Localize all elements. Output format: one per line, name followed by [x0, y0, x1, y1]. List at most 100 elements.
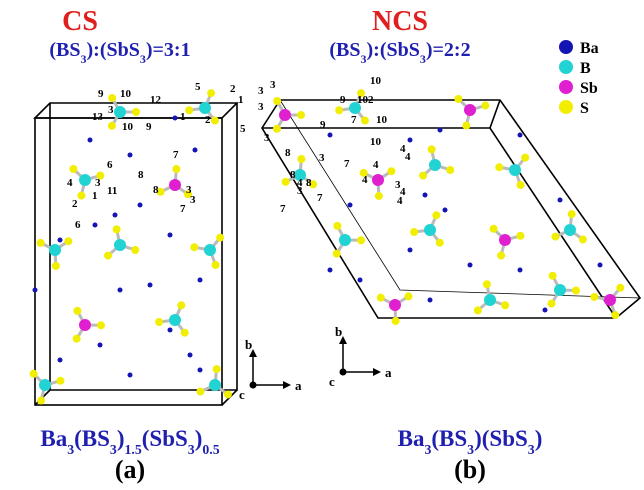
barium-atom: [88, 138, 93, 143]
atom-label: 6: [75, 219, 81, 231]
atom-label: 3: [108, 104, 114, 116]
sulfur-atom: [335, 106, 343, 114]
text-part: ):(SbS: [367, 39, 420, 61]
sulfur-atom: [551, 233, 559, 241]
legend-label: Ba: [580, 40, 599, 57]
sulfur-atom: [333, 222, 341, 230]
sulfur-atom: [377, 294, 385, 302]
arrow-head: [373, 368, 381, 376]
legend-swatch: [559, 40, 573, 54]
sulfur-atom: [30, 370, 38, 378]
sulfur-atom: [547, 300, 555, 308]
sulfur-atom: [392, 317, 400, 325]
atom-label: 3: [258, 85, 264, 97]
atom-label: 7: [280, 203, 286, 215]
sulfur-atom: [483, 280, 491, 288]
sulfur-atom: [37, 397, 45, 405]
boron-atom: [114, 106, 126, 118]
sulfur-atom: [73, 335, 81, 343]
barium-atom: [168, 328, 173, 333]
cell-b-edge: [490, 100, 500, 128]
axis-label: a: [295, 378, 302, 393]
sulfur-atom: [387, 167, 395, 175]
barium-atom: [33, 288, 38, 293]
sulfur-atom: [549, 272, 557, 280]
barium-atom: [173, 116, 178, 121]
sulfur-atom: [211, 117, 219, 125]
boron-atom: [484, 294, 496, 306]
atom-label: 4: [373, 159, 379, 171]
molecule: [419, 145, 454, 179]
sulfur-atom: [357, 236, 365, 244]
sulfur-atom: [495, 163, 503, 171]
sulfur-atom: [474, 306, 482, 314]
antimony-atom: [372, 174, 384, 186]
boron-atom: [114, 239, 126, 251]
atom-label: 7: [173, 149, 179, 161]
barium-atom: [138, 203, 143, 208]
panel-caption: (a): [115, 455, 145, 484]
atom-label: 8: [153, 184, 159, 196]
atom-label: 3: [319, 152, 325, 164]
atom-label: 2: [72, 198, 78, 210]
formula: Ba3(BS3)1.5(SbS3)0.5: [40, 426, 219, 457]
atom-label: 4: [405, 151, 411, 163]
atom-label: 4: [67, 177, 73, 189]
boron-atom: [429, 159, 441, 171]
barium-atom: [468, 263, 473, 268]
axis-label: c: [239, 387, 245, 402]
barium-atom: [148, 283, 153, 288]
sulfur-atom: [213, 365, 221, 373]
text-part: Ba: [40, 426, 67, 451]
sulfur-atom: [361, 117, 369, 125]
text-part: (BS: [329, 39, 360, 61]
atom-label: 2: [205, 114, 211, 126]
legend-swatch: [559, 100, 573, 114]
atom-label: 4: [362, 174, 368, 186]
boron-atom: [554, 284, 566, 296]
barium-atom: [558, 198, 563, 203]
atom-label: 5: [195, 81, 201, 93]
sulfur-atom: [273, 125, 281, 133]
barium-atom: [598, 263, 603, 268]
molecule: [547, 272, 580, 308]
molecule: [104, 225, 139, 259]
sulfur-atom: [481, 102, 489, 110]
formula: Ba3(BS3)(SbS3): [398, 426, 543, 457]
atom-label: 3: [258, 101, 264, 113]
atom-label: 10: [370, 136, 382, 148]
sulfur-atom: [190, 243, 198, 251]
sulfur-atom: [131, 246, 139, 254]
sulfur-atom: [224, 390, 232, 398]
sulfur-atom: [568, 210, 576, 218]
sulfur-atom: [69, 165, 77, 173]
boron-atom: [209, 379, 221, 391]
atom-label: 13: [92, 111, 104, 123]
atom-label: 6: [107, 159, 113, 171]
sulfur-atom: [405, 292, 413, 300]
barium-atom: [543, 308, 548, 313]
sulfur-atom: [490, 225, 498, 233]
barium-atom: [358, 278, 363, 283]
text-part: ): [195, 426, 203, 451]
sulfur-atom: [517, 181, 525, 189]
boron-atom: [204, 244, 216, 256]
sulfur-atom: [521, 154, 529, 162]
text-part: )=3:1: [146, 39, 191, 61]
sulfur-atom: [432, 211, 440, 219]
axis-dot: [250, 382, 257, 389]
barium-atom: [328, 133, 333, 138]
atom-label: 8: [285, 147, 291, 159]
panel-title: NCS: [372, 6, 428, 37]
molecule: [474, 280, 509, 314]
sulfur-atom: [216, 234, 224, 242]
barium-atom: [58, 358, 63, 363]
text-part: )=2:2: [426, 39, 471, 61]
sulfur-atom: [282, 178, 290, 186]
sulfur-atom: [616, 284, 624, 292]
atom-label: 3: [190, 194, 196, 206]
arrow-head: [283, 381, 291, 389]
sulfur-atom: [454, 95, 462, 103]
sulfur-atom: [446, 166, 454, 174]
barium-atom: [113, 213, 118, 218]
